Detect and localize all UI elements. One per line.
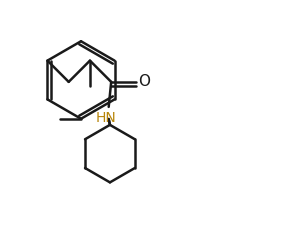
Text: O: O [138, 74, 150, 89]
Text: HN: HN [96, 110, 117, 124]
